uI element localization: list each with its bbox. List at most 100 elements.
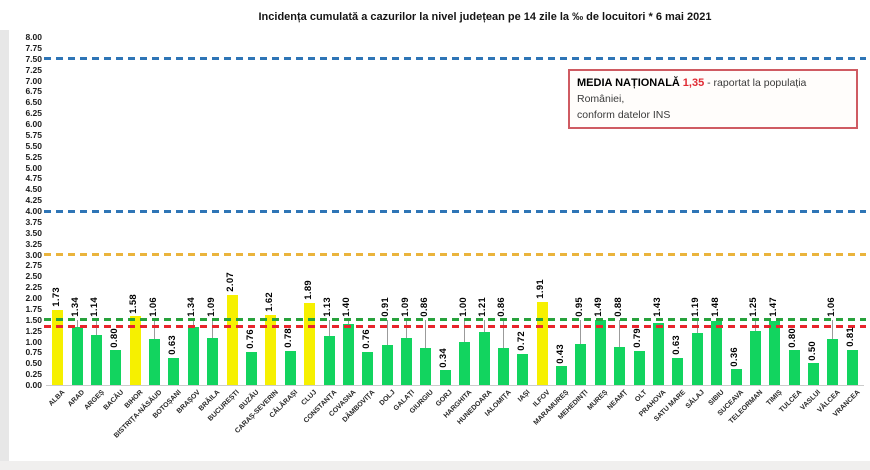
bar-value-label: 0.95	[573, 297, 585, 317]
y-axis-tick-label: 8.00	[25, 32, 42, 42]
y-axis-tick-label: 6.75	[25, 86, 42, 97]
y-axis-tick-label: 0.25	[25, 369, 42, 380]
national-average-description: - raportat la populația României,	[577, 77, 807, 105]
bar-value-label: 1.62	[263, 291, 275, 312]
bar-ialomița	[497, 347, 509, 385]
national-average-label: MEDIA NAȚIONALĂ	[577, 77, 680, 89]
bar-value-label: 1.14	[89, 297, 101, 317]
bar-value-label: 1.48	[709, 297, 721, 317]
bar-value-label: 1.58	[128, 293, 140, 314]
bar-argeș	[90, 335, 102, 385]
y-axis-tick-label: 7.25	[25, 64, 42, 75]
bar-value-label: 0.86	[496, 297, 508, 317]
bar-vaslui	[808, 363, 820, 385]
y-axis-tick-label: 2.50	[25, 271, 42, 282]
y-axis-tick-label: 1.25	[25, 325, 42, 336]
label-leader-line	[832, 319, 834, 339]
bar-value-label: 2.07	[225, 272, 237, 292]
bar-brașov	[187, 326, 199, 385]
bar-buzău	[246, 351, 257, 385]
bar-value-label: 0.34	[438, 347, 450, 368]
y-axis-tick-label: 5.25	[25, 151, 42, 162]
bar-value-label: 1.40	[341, 297, 353, 317]
bar-harghita	[459, 341, 471, 385]
y-axis-tick-label: 0.75	[25, 347, 42, 358]
y-axis-tick-label: 1.00	[25, 336, 42, 347]
bar-value-label: 1.43	[651, 297, 663, 317]
bar-value-label: 0.50	[806, 340, 818, 361]
bar-value-label: 1.09	[399, 297, 411, 317]
bar-botoșani	[168, 357, 180, 385]
bar-mehedinți	[575, 343, 587, 385]
bar-value-label: 1.06	[825, 297, 837, 317]
bar-tulcea	[788, 350, 800, 385]
label-leader-line	[192, 319, 194, 327]
y-axis-tick-label: 5.75	[25, 129, 42, 140]
x-axis-label-olt: OLT	[633, 389, 649, 404]
bar-iași	[517, 353, 529, 385]
y-axis-tick-label: 4.50	[25, 184, 42, 195]
y-axis-tick-label: 4.75	[25, 173, 42, 184]
bar-value-label: 1.49	[593, 297, 605, 317]
y-axis-tick-label: 5.00	[25, 162, 42, 173]
national-average-description-line2: conform datelor INS	[577, 108, 671, 121]
bar-olt	[633, 350, 645, 385]
bar-constanța	[323, 335, 335, 385]
bar-value-label: 1.19	[690, 297, 702, 317]
label-leader-line	[154, 319, 156, 339]
bar-value-label: 0.43	[554, 343, 566, 364]
bar-value-label: 0.80	[787, 327, 799, 348]
bar-value-label: 1.34	[70, 297, 82, 317]
label-leader-line	[425, 319, 427, 348]
x-axis-line	[46, 385, 864, 386]
page-left-margin	[0, 30, 9, 470]
bar-value-label: 1.09	[205, 297, 217, 317]
bar-value-label: 1.06	[147, 297, 159, 317]
x-axis-labels: ALBA ARAD ARGEȘ BACĂU BIHOR BISTRIȚA-NĂSĂUD BO…	[0, 389, 870, 469]
bar-value-label: 1.34	[186, 297, 198, 317]
reference-line-4.00	[44, 209, 866, 213]
y-axis-tick-label: 3.00	[25, 249, 42, 260]
bar-value-label: 0.80	[108, 327, 120, 348]
bar-cluj	[304, 302, 316, 385]
bar-maramureș	[556, 366, 568, 385]
bar-galați	[401, 337, 413, 385]
y-axis-tick-label: 6.00	[25, 119, 42, 129]
bar-value-label: 1.73	[50, 287, 62, 307]
bar-călărași	[284, 351, 296, 385]
bar-value-label: 1.21	[477, 297, 489, 317]
y-axis-tick-label: 4.00	[25, 206, 42, 216]
bar-value-label: 0.81	[845, 327, 857, 347]
bar-value-label: 1.89	[302, 280, 314, 300]
bar-sibiu	[711, 320, 723, 385]
national-average-box: MEDIA NAȚIONALĂ 1,35 - raportat la popul…	[568, 69, 858, 130]
y-axis-tick-label: 3.50	[25, 227, 42, 238]
bar-timiș	[769, 321, 781, 385]
bar-dolj	[381, 345, 393, 385]
y-axis-tick-label: 7.00	[25, 75, 42, 86]
y-axis-tick-label: 7.50	[25, 53, 42, 64]
bar-satu mare	[672, 357, 684, 385]
y-axis-tick-label: 0.50	[25, 358, 42, 369]
bar-bucurești	[226, 294, 238, 385]
bar-ilfov	[536, 301, 548, 385]
bar-prahova	[653, 322, 664, 385]
label-leader-line	[464, 319, 466, 342]
bar-neamț	[614, 346, 626, 385]
label-leader-line	[212, 319, 214, 338]
x-axis-label-dolj: DOLJ	[377, 389, 397, 408]
bar-alba	[52, 309, 64, 385]
bar-value-label: 0.36	[729, 346, 741, 367]
y-axis-tick-label: 3.75	[25, 216, 42, 227]
label-leader-line	[347, 319, 349, 325]
bar-value-label: 0.63	[670, 334, 682, 355]
bar-value-label: 0.79	[632, 327, 644, 348]
y-axis-tick-label: 5.50	[25, 140, 42, 151]
bar-vâlcea	[827, 338, 839, 385]
bar-value-label: 0.91	[380, 297, 392, 317]
y-axis-tick-label: 4.25	[25, 195, 42, 206]
y-axis-tick-label: 2.25	[25, 282, 42, 293]
bar-value-label: 0.78	[283, 328, 295, 349]
label-leader-line	[76, 319, 78, 327]
